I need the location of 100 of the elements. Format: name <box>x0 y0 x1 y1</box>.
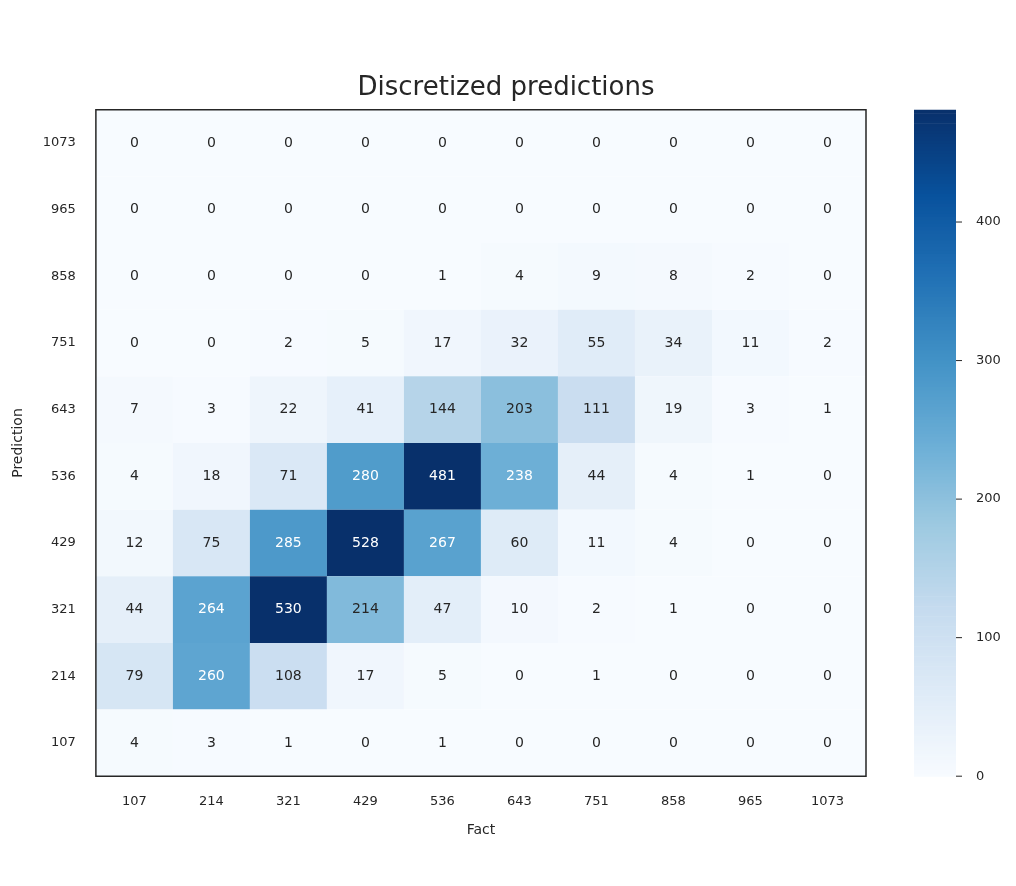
data-label: 0 <box>514 133 524 150</box>
data-label: 0 <box>129 267 139 284</box>
data-label: 4 <box>669 533 679 550</box>
data-label: 0 <box>823 533 832 550</box>
data-label: 4 <box>514 267 524 284</box>
y-tick-label: 107 <box>51 734 76 750</box>
data-label: 0 <box>592 733 601 750</box>
data-label: 0 <box>746 600 755 617</box>
data-label: 481 <box>429 466 456 483</box>
data-label: 1 <box>283 733 293 750</box>
data-label: 0 <box>823 600 832 617</box>
data-label: 4 <box>129 733 139 750</box>
data-label: 7 <box>129 400 139 417</box>
data-label: 0 <box>129 200 139 217</box>
data-label: 0 <box>669 133 678 150</box>
x-axis-title: Fact <box>466 820 496 837</box>
data-label: 2 <box>283 333 293 350</box>
x-tick-label: 107 <box>121 793 147 809</box>
data-label: 0 <box>592 133 601 150</box>
data-label: 0 <box>823 666 832 683</box>
data-label: 260 <box>198 666 225 683</box>
x-tick-label: 429 <box>353 793 378 809</box>
data-label: 264 <box>198 600 225 617</box>
y-tick-label: 429 <box>51 534 76 550</box>
data-label: 2 <box>823 333 832 350</box>
data-label: 0 <box>360 200 370 217</box>
x-tick-label: 643 <box>507 793 532 809</box>
data-label: 111 <box>583 400 610 417</box>
data-label: 0 <box>746 133 755 150</box>
data-label: 0 <box>129 133 139 150</box>
data-label: 0 <box>129 333 139 350</box>
data-label: 0 <box>592 200 601 217</box>
x-tick-label: 321 <box>276 793 301 809</box>
data-label: 75 <box>202 533 221 550</box>
data-label: 0 <box>669 200 678 217</box>
y-tick-label: 751 <box>51 334 76 350</box>
data-label: 55 <box>587 333 606 350</box>
y-axis-title: Prediction <box>9 408 26 478</box>
data-label: 0 <box>746 200 755 217</box>
data-label: 4 <box>129 466 139 483</box>
data-label: 0 <box>514 733 524 750</box>
y-tick-label: 321 <box>51 600 76 616</box>
data-label: 1 <box>746 466 755 483</box>
data-label: 0 <box>360 267 370 284</box>
y-tick-label: 965 <box>51 201 76 217</box>
data-label: 32 <box>510 333 529 350</box>
y-tick-label: 214 <box>51 667 76 683</box>
data-label: 3 <box>746 400 755 417</box>
data-label: 9 <box>592 267 601 284</box>
data-label: 0 <box>823 200 832 217</box>
data-label: 0 <box>669 733 678 750</box>
data-label: 11 <box>741 333 760 350</box>
data-label: 108 <box>275 666 302 683</box>
data-label: 203 <box>506 400 533 417</box>
data-label: 4 <box>669 466 679 483</box>
color-bar-label: 100 <box>976 629 1001 645</box>
y-tick-label: 643 <box>51 401 76 417</box>
data-label: 22 <box>279 400 298 417</box>
data-label: 0 <box>823 267 832 284</box>
data-label: 5 <box>360 333 370 350</box>
color-bar-label: 400 <box>976 213 1001 229</box>
data-label: 530 <box>275 600 302 617</box>
data-label: 0 <box>746 533 755 550</box>
data-label: 0 <box>746 666 755 683</box>
data-label: 0 <box>746 733 755 750</box>
data-label: 1 <box>437 267 447 284</box>
chart-title: Discretized predictions <box>357 70 655 101</box>
y-tick-label: 1073 <box>42 134 76 150</box>
x-tick-label: 536 <box>430 793 455 809</box>
data-label: 19 <box>664 400 683 417</box>
data-label: 2 <box>592 600 601 617</box>
data-label: 0 <box>360 733 370 750</box>
data-label: 71 <box>279 466 298 483</box>
data-label: 0 <box>823 466 832 483</box>
data-label: 0 <box>437 133 447 150</box>
data-label: 11 <box>587 533 606 550</box>
data-label: 0 <box>437 200 447 217</box>
y-tick-label: 536 <box>51 467 76 483</box>
data-label: 0 <box>823 133 832 150</box>
data-label: 5 <box>437 666 447 683</box>
data-label: 8 <box>669 267 678 284</box>
data-label: 2 <box>746 267 755 284</box>
data-label: 34 <box>664 333 683 350</box>
data-label: 267 <box>429 533 456 550</box>
x-tick-label: 858 <box>661 793 686 809</box>
data-label: 1 <box>437 733 447 750</box>
data-label: 0 <box>283 133 293 150</box>
data-label: 0 <box>283 200 293 217</box>
data-label: 41 <box>356 400 375 417</box>
data-label: 79 <box>125 666 144 683</box>
data-label: 3 <box>206 733 216 750</box>
y-tick-label: 858 <box>51 267 76 283</box>
data-label: 214 <box>352 600 379 617</box>
data-label: 0 <box>206 267 216 284</box>
data-label: 10 <box>510 600 529 617</box>
data-label: 0 <box>360 133 370 150</box>
data-label: 0 <box>283 267 293 284</box>
data-label: 0 <box>206 200 216 217</box>
data-label: 44 <box>125 600 144 617</box>
data-label: 1 <box>823 400 832 417</box>
